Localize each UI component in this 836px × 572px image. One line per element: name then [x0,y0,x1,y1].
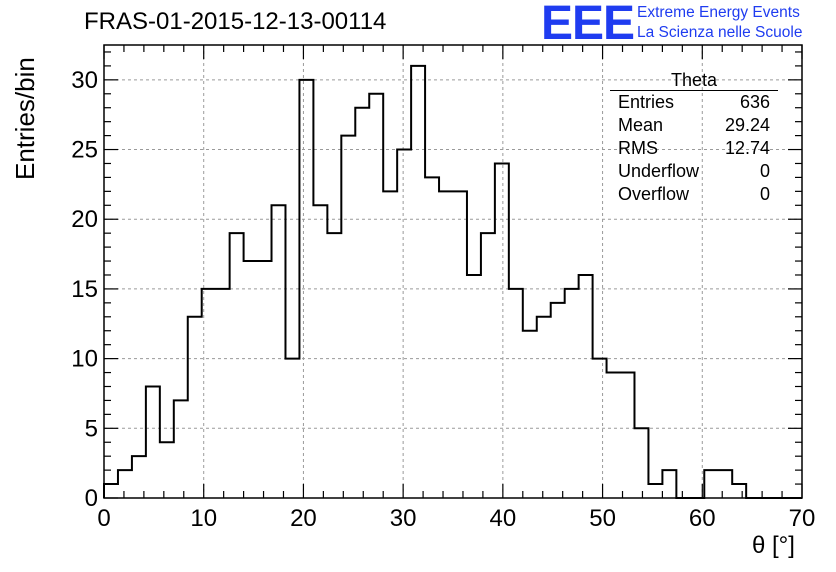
axis-ticks [103,45,803,499]
histogram-bin [160,442,174,498]
histogram-bin [104,484,118,498]
stats-label: Entries [618,92,675,112]
x-tick-label: 0 [97,505,110,532]
histogram-bin [202,289,216,498]
stats-value: 0 [759,161,770,181]
x-tick-label: 40 [490,505,517,532]
histogram-bin [732,484,746,498]
histogram-bin [216,289,230,498]
y-tick-labels: 0 5 10 15 20 25 30 [71,67,98,512]
histogram-bin [355,108,369,498]
histogram-bin [634,428,648,498]
histogram-bin [704,470,718,498]
histogram-bin [467,275,481,498]
histogram-bin [453,191,467,498]
histogram-bin [244,261,258,498]
histogram-bin [118,470,132,498]
y-tick-label: 0 [85,485,98,512]
plot-frame [103,44,803,499]
x-tick-label: 30 [390,505,417,532]
stats-value: 29.24 [724,115,770,135]
stats-row-mean: Mean 29.24 [610,114,778,137]
x-tick-label: 70 [789,505,816,532]
histogram-bin [425,177,439,498]
histogram-bin [509,289,523,498]
stats-box: Theta Entries 636 Mean 29.24 RMS 12.74 U… [610,70,778,206]
histogram-bin [313,205,327,498]
logo-caption-line1: Extreme Energy Events [637,4,800,21]
x-tick-labels: 0 10 20 30 40 50 60 70 [97,505,815,532]
stats-label: Overflow [618,184,690,204]
stats-row-overflow: Overflow 0 [610,183,778,206]
x-axis-label: θ [°] [752,532,795,559]
histogram-bin [341,136,355,498]
y-tick-label: 25 [71,137,98,164]
histogram-bin [230,233,244,498]
y-tick-label: 15 [71,276,98,303]
y-tick-label: 30 [71,67,98,94]
histogram-bin [579,275,593,498]
eee-logo: EEE [541,0,635,50]
histogram-bin [272,205,286,498]
y-tick-label: 5 [85,415,98,442]
histogram-bin [188,317,202,498]
x-tick-label: 50 [589,505,616,532]
histogram-bin [551,303,565,498]
histogram-bin [383,191,397,498]
histogram-bin [411,66,425,498]
histogram-bin [648,484,662,498]
histogram-bin [593,359,607,498]
y-tick-label: 20 [71,206,98,233]
stats-row-entries: Entries 636 [610,91,778,114]
histogram-bin [369,94,383,498]
y-axis-label: Entries/bin [10,57,40,180]
histogram-bin [285,359,299,498]
histogram-bin [439,191,453,498]
chart-title: FRAS-01-2015-12-13-00114 [84,8,387,35]
stats-label: RMS [618,138,658,158]
histogram-bin [537,317,551,498]
stats-row-rms: RMS 12.74 [610,137,778,160]
histogram-bin [662,470,676,498]
x-tick-label: 10 [190,505,217,532]
histogram-outline [103,64,802,499]
stats-value: 636 [739,92,770,112]
histogram-bin [146,386,160,498]
stats-value: 0 [759,184,770,204]
histogram-bin [481,233,495,498]
histogram-bin [607,373,621,498]
histogram-bin [621,373,635,498]
stats-value: 12.74 [724,138,770,158]
x-tick-label: 20 [290,505,317,532]
histogram-bin [397,150,411,498]
histogram-bin [495,163,509,498]
histogram-bin [565,289,579,498]
stats-title: Theta [610,70,778,91]
histogram-bin [174,400,188,498]
histogram-bin [718,470,732,498]
x-tick-label: 60 [689,505,716,532]
stats-label: Mean [618,115,664,135]
stats-label: Underflow [618,161,700,181]
grid-lines [104,45,802,498]
histogram-bin [299,80,313,498]
histogram-bin [327,233,341,498]
stats-row-underflow: Underflow 0 [610,160,778,183]
histogram-bin [523,331,537,498]
logo-caption-line2: La Scienza nelle Scuole [637,24,803,41]
histogram-bin [258,261,272,498]
y-tick-label: 10 [71,346,98,373]
